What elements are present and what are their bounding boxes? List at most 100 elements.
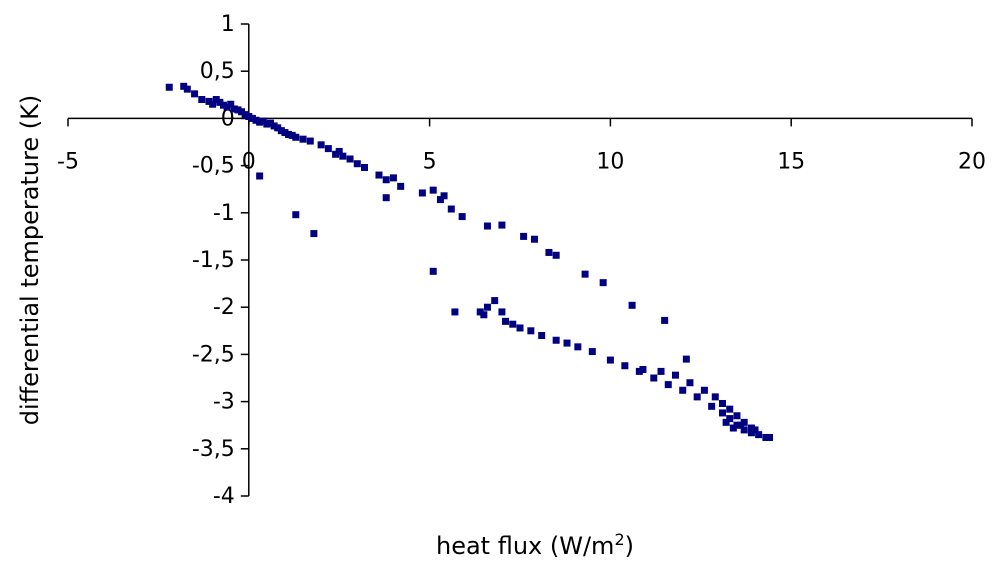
data-point <box>191 90 199 98</box>
data-point <box>480 311 488 319</box>
data-point <box>718 409 726 417</box>
data-point <box>657 367 665 375</box>
data-point <box>256 172 264 180</box>
data-point <box>498 308 506 316</box>
x-axis-title: heat flux (W/m2) <box>436 530 634 560</box>
data-point <box>216 98 224 106</box>
data-point <box>252 116 260 124</box>
data-point <box>527 327 535 335</box>
data-point <box>661 316 669 324</box>
y-ticks: 1 0,5 0 -0,5 -1 -1,5 -2 -2,5 -3 -3,5 -4 <box>192 12 249 509</box>
data-point <box>353 160 361 168</box>
data-point <box>263 120 271 128</box>
data-point <box>476 308 484 316</box>
data-point <box>679 386 687 394</box>
x-axis-title-suffix: ) <box>625 532 634 560</box>
data-point <box>259 117 267 125</box>
data-point <box>281 129 289 137</box>
data-point <box>382 194 390 202</box>
data-point <box>306 137 314 145</box>
data-point <box>292 133 300 141</box>
data-point <box>266 119 274 127</box>
data-point <box>552 336 560 344</box>
data-point <box>722 418 730 426</box>
data-point <box>747 424 755 432</box>
data-point <box>245 113 253 121</box>
data-point <box>223 103 231 111</box>
data-point <box>755 431 763 439</box>
data-point <box>227 100 235 108</box>
x-tick-label: 0 <box>242 149 256 174</box>
data-point <box>733 412 741 420</box>
data-point <box>375 171 383 179</box>
data-point <box>241 111 249 119</box>
y-tick-label: -0,5 <box>192 154 235 179</box>
x-tick-label: 15 <box>777 149 805 174</box>
data-point <box>277 127 285 135</box>
data-point <box>516 324 524 332</box>
data-point <box>440 192 448 200</box>
data-point <box>650 374 658 382</box>
data-point <box>458 213 466 221</box>
data-point <box>205 97 213 105</box>
data-point <box>502 317 510 325</box>
data-point <box>762 433 770 441</box>
data-point <box>737 421 745 429</box>
x-tick-label: -5 <box>57 149 79 174</box>
data-point <box>708 402 716 410</box>
data-point <box>686 379 694 387</box>
data-point <box>498 221 506 229</box>
y-tick-label: 1 <box>221 12 235 37</box>
data-point <box>248 114 256 122</box>
data-point <box>292 211 300 219</box>
y-tick-label: -3,5 <box>192 437 235 462</box>
data-point <box>310 230 318 238</box>
data-point <box>447 205 455 213</box>
data-point <box>361 163 369 171</box>
data-point <box>335 147 343 155</box>
data-point <box>639 366 647 374</box>
data-point <box>285 130 293 138</box>
data-point <box>382 176 390 184</box>
data-point <box>389 174 397 182</box>
data-point <box>520 232 528 240</box>
y-tick-label: -1,5 <box>192 248 235 273</box>
x-axis-title-superscript: 2 <box>614 530 624 549</box>
y-tick-label: 0 <box>221 106 235 131</box>
data-point <box>346 155 354 163</box>
data-point <box>429 267 437 275</box>
data-point <box>751 426 759 434</box>
data-point <box>429 186 437 194</box>
data-point <box>339 152 347 160</box>
data-point <box>740 426 748 434</box>
data-point <box>230 105 238 113</box>
data-point <box>606 356 614 364</box>
data-point <box>183 85 191 93</box>
data-point <box>682 355 690 363</box>
data-point <box>491 297 499 305</box>
data-point <box>530 235 538 243</box>
y-tick-label: -2,5 <box>192 342 235 367</box>
x-tick-label: 5 <box>423 149 437 174</box>
data-point <box>219 101 227 109</box>
data-point <box>552 251 560 259</box>
data-point <box>664 381 672 389</box>
data-point <box>165 83 173 91</box>
data-point <box>621 362 629 370</box>
data-point <box>256 118 264 126</box>
data-point <box>198 96 206 104</box>
data-point <box>766 433 774 441</box>
data-point <box>332 150 340 158</box>
y-tick-label: 0,5 <box>200 59 235 84</box>
data-point <box>418 189 426 197</box>
data-point <box>209 100 217 108</box>
data-point <box>563 339 571 347</box>
data-point <box>635 367 643 375</box>
data-point <box>726 415 734 423</box>
data-point <box>574 343 582 351</box>
data-point <box>483 303 491 311</box>
data-point <box>509 320 517 328</box>
data-point <box>288 131 296 139</box>
data-point <box>581 270 589 278</box>
